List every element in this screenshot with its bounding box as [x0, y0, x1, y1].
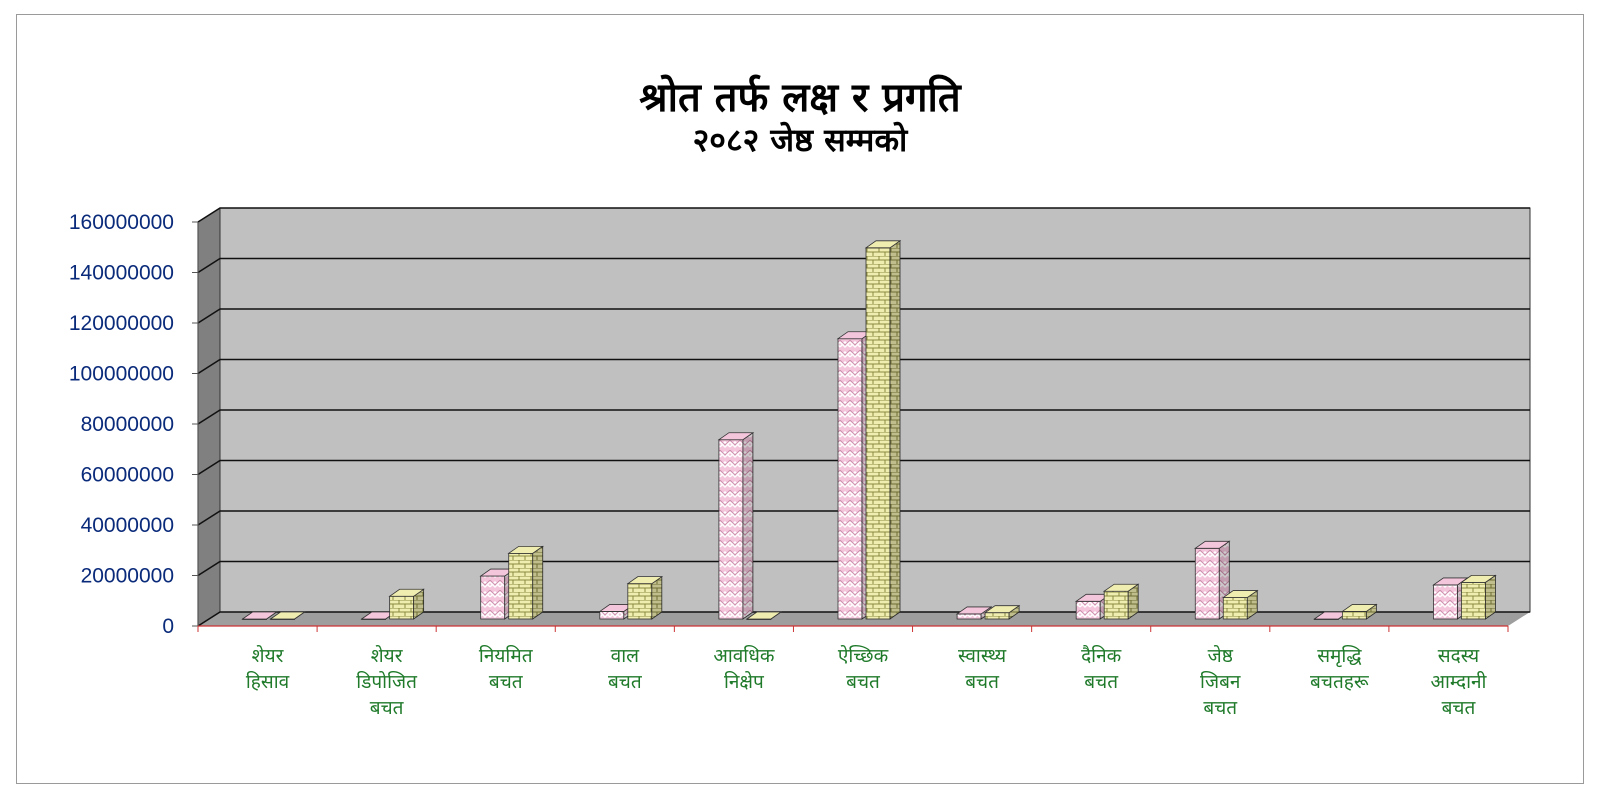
bar-front: [1075, 600, 1101, 620]
bar-top: [269, 611, 306, 620]
gridline: [197, 510, 1530, 526]
bar-top: [1194, 540, 1231, 549]
bar-front: [984, 612, 1010, 620]
bar-front: [1433, 584, 1458, 620]
x-tick-label: ऐच्छिक बचत: [838, 644, 889, 693]
bar-top: [864, 240, 902, 249]
gridline: [197, 459, 1530, 476]
bar-front: [865, 247, 891, 620]
bar-front: [718, 439, 744, 620]
gridline: [197, 257, 1530, 274]
bar-top: [1222, 590, 1259, 598]
x-tick-label: स्वास्थ्य बचत: [958, 645, 1007, 693]
bar: [269, 611, 306, 620]
y-tick-label: 100000000: [69, 363, 174, 386]
bar-front: [837, 338, 863, 620]
y-tick-label: 120000000: [69, 312, 174, 335]
x-tick-label: सदस्य आम्दानी बचत: [1430, 645, 1487, 719]
y-tick-label: 80000000: [81, 413, 174, 436]
bar-top: [983, 605, 1021, 614]
gridlines: [192, 207, 1530, 627]
bar-top: [1460, 574, 1497, 583]
bar-side: [889, 240, 901, 620]
y-tick-label: 140000000: [69, 262, 174, 285]
bar-front: [480, 575, 506, 620]
bar: [241, 611, 278, 620]
bar-top: [507, 545, 544, 554]
bar: [1460, 574, 1497, 620]
bar-front: [1222, 597, 1248, 620]
bar-front: [956, 613, 982, 620]
bar-top: [1341, 604, 1378, 612]
y-tick-label: 160000000: [69, 211, 174, 234]
bar: [717, 431, 755, 620]
bar-side: [742, 431, 754, 620]
bar: [1341, 603, 1378, 620]
bar: [1222, 589, 1259, 620]
bar-side: [1485, 574, 1496, 620]
bar: [864, 240, 902, 620]
bar-top: [955, 606, 993, 615]
x-tick-label: नियमित बचत: [479, 644, 534, 693]
bar-front: [599, 611, 625, 620]
bar-front: [1103, 590, 1129, 620]
gridline: [197, 358, 1530, 375]
x-tick-label: वाल बचत: [608, 645, 643, 693]
bar-top: [388, 588, 425, 597]
x-tick-label: शेयर डिपोजित बचत: [356, 644, 418, 719]
bar: [1194, 540, 1231, 620]
bar: [745, 611, 783, 620]
bar: [1102, 583, 1140, 620]
bar-front: [1341, 611, 1367, 620]
gridline: [197, 560, 1530, 577]
bar-front: [1194, 547, 1220, 620]
x-tick-label: जेष्ठ जिबन बचत: [1200, 644, 1241, 719]
x-tick-label: आवधिक निक्षेप: [713, 644, 775, 693]
y-tick-label: 0: [162, 615, 174, 638]
gridline: [197, 409, 1530, 425]
bars: [241, 240, 1497, 620]
bar: [507, 545, 544, 620]
chart-title: श्रोत तर्फ लक्ष र प्रगति: [639, 75, 961, 121]
y-tick-label: 40000000: [81, 514, 174, 537]
bar: [626, 575, 664, 620]
y-tick-label: 60000000: [81, 464, 174, 487]
y-axis-ticks: 0 20000000 40000000 60000000 80000000 1000000…: [69, 211, 174, 638]
bar-top: [241, 611, 278, 620]
gridline: [197, 207, 1530, 223]
y-tick-label: 20000000: [81, 565, 174, 588]
x-tick-label: दैनिक बचत: [1081, 644, 1122, 693]
x-tick-label: शेयर हिसाव: [246, 644, 290, 693]
axes: [197, 222, 1509, 632]
bar-front: [627, 583, 653, 620]
bar: [983, 604, 1021, 620]
bar-top: [1102, 583, 1140, 592]
bar-side: [532, 545, 544, 620]
bar-front: [508, 552, 534, 620]
x-axis-ticks: शेयर हिसाव शेयर डिपोजित बचत नियमित बचत वाल बचत आव…: [246, 644, 1488, 719]
bar: [388, 588, 425, 620]
bar-top: [717, 432, 755, 441]
bar-top: [626, 576, 664, 585]
bar-front: [389, 595, 415, 620]
x-tick-label: समृद्धि बचतहरू: [1310, 644, 1370, 693]
bar-front: [1461, 581, 1486, 620]
bar-top: [745, 611, 783, 620]
gridline: [197, 308, 1530, 324]
chart-subtitle: २०८२ जेष्ठ सम्मको: [692, 121, 908, 159]
